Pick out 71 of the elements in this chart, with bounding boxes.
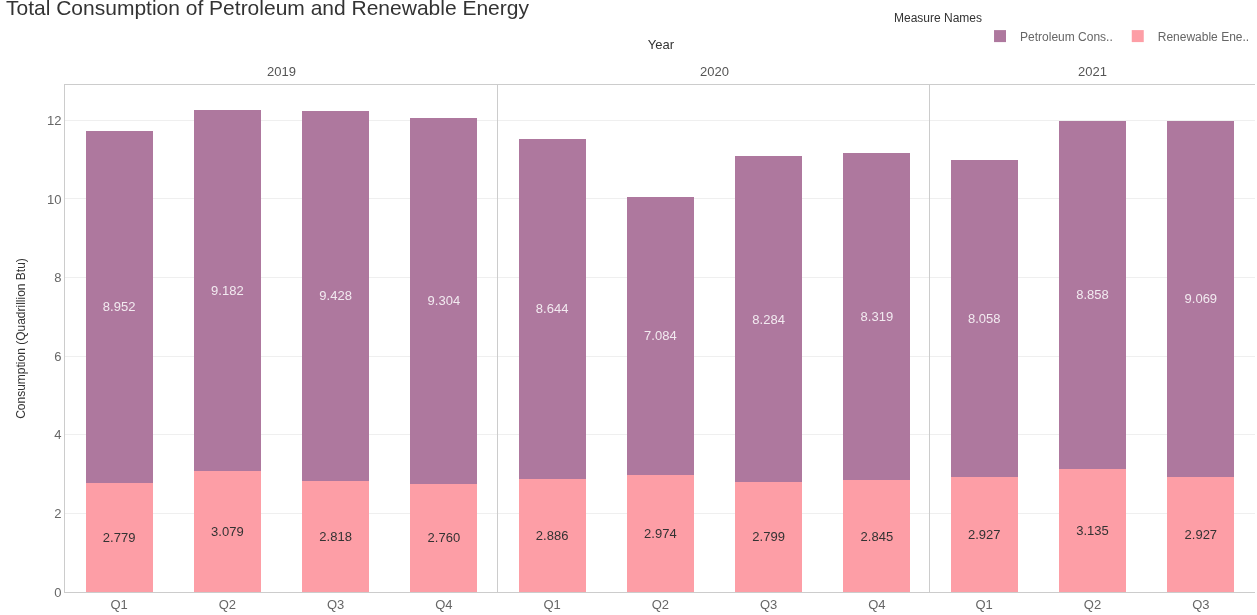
legend-label: Renewable Ene.. [1158,29,1250,44]
chart-title: Total Consumption of Petroleum and Renewable Energy [6,0,529,20]
data-label: 9.182 [211,283,244,299]
y-tick-label: 10 [46,191,62,207]
bar [85,130,153,483]
text: Year [647,37,675,52]
data-label: 7.084 [643,328,677,344]
bar [85,482,153,592]
legend-title: Measure Names [894,10,983,25]
data-label: 9.428 [319,288,352,304]
bar [734,481,802,592]
x-tick-label: Q1 [110,596,128,612]
y-tick-label: 8 [54,270,62,286]
data-label: 2.799 [752,529,785,545]
bar [302,110,370,482]
data-label: 2.779 [102,529,136,545]
data-label: 9.304 [427,293,461,309]
x-tick-label: Q4 [867,596,886,612]
x-tick-label: Q3 [1192,596,1210,612]
bar [626,475,694,592]
y-tick-label: 6 [54,348,62,364]
bar [734,156,802,482]
y-axis-title: Consumption (Quadrillion Btu) [14,258,29,419]
chart-subtitle: 2019 [267,64,296,79]
bar [518,138,586,479]
legend-label: Petroleum Cons.. [1020,29,1114,44]
x-tick-label: Q4 [435,596,453,612]
y-tick-label: 4 [54,427,62,443]
bar [410,117,478,484]
y-tick-label: 2 [54,505,62,521]
data-label: 2.974 [643,526,677,542]
data-label: 2.845 [860,528,893,544]
y-tick-label: 0 [54,584,62,600]
bar [1059,468,1127,592]
x-tick-label: Q3 [759,596,778,612]
bar [193,110,261,471]
x-tick-label: Q2 [1084,596,1102,612]
bar [193,470,261,592]
data-label: 2.927 [968,526,1001,542]
bar [843,153,911,481]
data-label: 8.284 [752,311,785,327]
chart-subtitle: 2020 [699,64,729,79]
data-label: 3.135 [1076,522,1110,538]
x-tick-label: Q1 [975,596,994,612]
bar [843,480,911,592]
bar [626,196,694,476]
bar [410,483,478,592]
x-tick-label: Q2 [218,596,237,612]
data-label: 8.952 [102,299,136,315]
data-label: 2.818 [319,529,352,545]
x-tick-label: Q2 [651,596,669,612]
bar [1167,476,1235,592]
x-tick-label: Q1 [543,596,561,612]
bar [1167,120,1235,477]
data-label: 8.858 [1076,287,1110,303]
bar [951,160,1019,477]
data-label: 8.058 [968,311,1001,327]
x-tick-label: Q3 [326,596,345,612]
bar [518,478,586,592]
data-label: 8.644 [535,301,569,317]
chart-subtitle: 2021 [1078,64,1108,79]
bar [951,476,1019,592]
data-label: 3.079 [211,523,244,539]
bar [1059,120,1127,469]
data-label: 9.069 [1185,291,1218,307]
data-label: 2.886 [535,527,569,543]
y-tick-label: 12 [46,112,62,128]
bar [302,481,370,592]
data-label: 2.927 [1185,526,1218,542]
data-label: 8.319 [860,309,893,325]
data-label: 2.760 [427,530,461,546]
